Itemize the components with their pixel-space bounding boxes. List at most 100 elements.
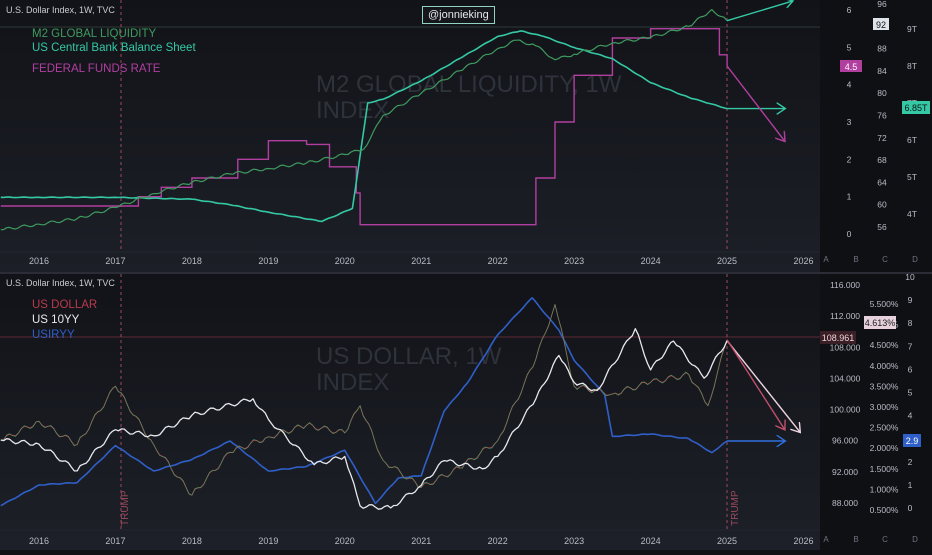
svg-text:4.5: 4.5: [845, 62, 858, 72]
top-watermark-line1: M2 GLOBAL LIQUIDITY, 1W: [316, 71, 622, 98]
top-m2-tick-5: 76: [877, 111, 887, 121]
top-year-label-2026: 2026: [793, 256, 813, 266]
bottom-year-label-2018: 2018: [182, 536, 202, 546]
svg-text:6.85T: 6.85T: [904, 103, 928, 113]
bottom-infl-tick-6: 4: [908, 411, 913, 421]
bottom-scale-letter-A: A: [823, 535, 829, 544]
legend-us-dollar: US DOLLAR: [32, 299, 98, 311]
bottom-watermark-line2: INDEX: [316, 369, 389, 396]
bottom-symbol-line: U.S. Dollar Index, 1W, TVC: [6, 278, 115, 288]
bottom-dxy-tick-1: 112.000: [830, 311, 860, 321]
bottom-dxy-tick-4: 100.000: [830, 405, 861, 415]
top-year-label-2018: 2018: [182, 256, 202, 266]
svg-text:2.9: 2.9: [906, 436, 919, 446]
bottom-dxy-tick-7: 88.000: [832, 498, 858, 508]
top-m2-tick-2: 88: [877, 44, 887, 54]
top-chart[interactable]: M2 GLOBAL LIQUIDITY, 1W INDEX 2016 2017 20…: [0, 0, 932, 272]
top-plot-background: [0, 0, 820, 272]
bottom-year-label-2017: 2017: [105, 536, 125, 546]
top-symbol-line: U.S. Dollar Index, 1W, TVC: [6, 5, 115, 15]
svg-text:108.961: 108.961: [822, 333, 855, 343]
handle-label: @jonnieking: [422, 6, 495, 24]
legend-us-10yy: US 10YY: [32, 314, 80, 326]
top-watermark-line2: INDEX: [316, 97, 389, 124]
top-year-label-2019: 2019: [258, 256, 278, 266]
bottom-infl-tick-3: 7: [908, 341, 913, 351]
projection-arrow-m2: [726, 1, 792, 22]
bottom-dxy-tick-0: 116.000: [830, 280, 860, 290]
pane-separator[interactable]: [0, 272, 932, 274]
bottom-yield-tick-7: 2.000%: [870, 443, 899, 453]
top-rate-tick-2: 4: [847, 80, 852, 90]
top-axis-rate: 6 5 4 3 2 1 0: [847, 5, 852, 239]
top-time-axis: 2016 2017 2018 2019 2020 2021 2022 2023 2024 2025…: [29, 256, 814, 266]
bottom-infl-tick-9: 1: [908, 480, 913, 490]
top-bs-tick-0: 9T: [907, 24, 917, 34]
top-m2-tick-10: 56: [877, 222, 887, 232]
top-m2-tick-7: 68: [877, 155, 887, 165]
bottom-infl-tick-4: 6: [908, 364, 913, 374]
bottom-year-label-2022: 2022: [488, 536, 508, 546]
top-bs-tick-1: 8T: [907, 61, 917, 71]
top-bs-tick-5: 4T: [907, 209, 917, 219]
bottom-scale-letter-B: B: [853, 535, 858, 544]
bottom-infl-tick-0: 10: [905, 274, 915, 282]
bottom-scale-letters: A B C D: [823, 535, 918, 544]
top-year-label-2022: 2022: [488, 256, 508, 266]
bottom-yield-tick-6: 2.500%: [870, 423, 899, 433]
top-m2-tick-9: 60: [877, 200, 887, 210]
top-scale-letter-D: D: [912, 255, 918, 264]
bottom-yield-tick-9: 1.000%: [870, 484, 899, 494]
bottom-badge-inflation: 2.9: [903, 434, 921, 447]
bottom-scale-letter-D: D: [912, 535, 918, 544]
top-m2-tick-0: 96: [877, 0, 887, 9]
projection-arrow-10yy: [726, 340, 800, 432]
bottom-dxy-tick-6: 92.000: [832, 467, 858, 477]
bottom-legend: US DOLLAR US 10YY USIRYY: [32, 298, 97, 343]
projection-arrow-fed-funds: [726, 65, 784, 141]
bottom-infl-tick-5: 5: [908, 388, 913, 398]
bottom-yield-tick-3: 4.000%: [870, 361, 899, 371]
bottom-infl-tick-10: 0: [908, 503, 913, 513]
bottom-year-label-2025: 2025: [717, 536, 737, 546]
series-us-10yy: [0, 328, 728, 510]
svg-text:4.613%: 4.613%: [865, 318, 896, 328]
bottom-year-label-2020: 2020: [335, 536, 355, 546]
top-scale-letter-A: A: [823, 255, 829, 264]
top-badge-bs: 6.85T: [902, 101, 930, 114]
top-scale-letters: A B C D: [823, 255, 918, 264]
bottom-infl-tick-1: 9: [908, 295, 913, 305]
top-m2-tick-8: 64: [877, 177, 887, 187]
bottom-time-axis: 2016 2017 2018 2019 2020 2021 2022 2023 2024 2025…: [29, 536, 814, 546]
top-series-group: [0, 1, 792, 231]
bottom-axis-yield: 5.500%5.000%4.500%4.000%3.500%3.000%2.50…: [870, 299, 899, 515]
projection-arrow-us-dollar: [726, 339, 784, 429]
bottom-plot-background: [0, 274, 820, 550]
legend-balance-sheet: US Central Bank Balance Sheet: [32, 42, 196, 54]
bottom-watermark-line1: US DOLLAR, 1W: [316, 343, 502, 370]
bottom-scale-letter-C: C: [882, 535, 888, 544]
top-chart-panel[interactable]: M2 GLOBAL LIQUIDITY, 1W INDEX 2016 2017 20…: [0, 0, 932, 272]
bottom-badge-dxy: 108.961: [820, 331, 856, 344]
bottom-year-label-2016: 2016: [29, 536, 49, 546]
trump-label-2025: TRUMP: [730, 490, 741, 526]
trump-label-2017: TRUMP: [120, 490, 131, 526]
top-rate-tick-1: 5: [847, 42, 852, 52]
top-year-label-2021: 2021: [411, 256, 431, 266]
bottom-yield-tick-5: 3.000%: [870, 402, 899, 412]
bottom-chart[interactable]: US DOLLAR, 1W INDEX TRUMP TRUMP 2016 2017…: [0, 272, 932, 550]
top-bs-tick-4: 5T: [907, 172, 917, 182]
top-year-label-2017: 2017: [105, 256, 125, 266]
bottom-chart-panel[interactable]: US DOLLAR, 1W INDEX TRUMP TRUMP 2016 2017…: [0, 272, 932, 550]
legend-usiryy: USIRYY: [32, 329, 75, 341]
bottom-dxy-tick-5: 96.000: [832, 436, 858, 446]
top-scales-background: [820, 0, 932, 272]
top-m2-tick-6: 72: [877, 133, 887, 143]
series-usiryy: [0, 297, 728, 507]
bottom-dxy-tick-2: 108.000: [830, 342, 861, 352]
bottom-year-label-2024: 2024: [641, 536, 661, 546]
top-year-label-2025: 2025: [717, 256, 737, 266]
top-year-label-2016: 2016: [29, 256, 49, 266]
bottom-year-label-2019: 2019: [258, 536, 278, 546]
bottom-yield-tick-4: 3.500%: [870, 381, 899, 391]
